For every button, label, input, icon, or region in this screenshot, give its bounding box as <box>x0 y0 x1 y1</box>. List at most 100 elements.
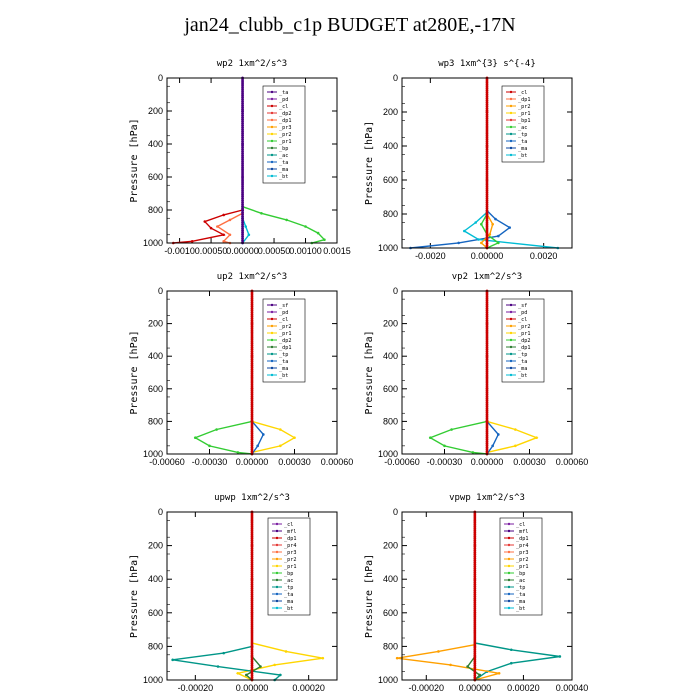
profile-marker <box>250 356 254 359</box>
legend-marker <box>270 167 274 171</box>
profile-marker <box>473 637 477 641</box>
profile-marker <box>250 338 254 342</box>
legend-label: _cl <box>516 522 525 528</box>
profile-marker <box>473 524 477 528</box>
legend-label: _pd <box>279 310 288 316</box>
y-tick-label: 800 <box>148 641 163 651</box>
profile-marker <box>473 595 477 599</box>
legend-label: _bt <box>516 606 525 612</box>
profile-marker <box>241 213 244 217</box>
profile-marker <box>485 158 489 162</box>
profile-marker <box>485 131 489 135</box>
profile-marker <box>473 532 477 536</box>
profile-marker <box>241 145 244 149</box>
profile-marker <box>241 149 244 153</box>
legend-label: _ta <box>279 160 288 166</box>
profile-marker <box>250 605 254 609</box>
profile-marker <box>485 352 489 355</box>
data-point <box>304 225 307 228</box>
profile-marker <box>250 297 254 301</box>
profile-marker <box>485 291 489 295</box>
profile-marker <box>250 434 254 438</box>
profile-marker <box>250 575 254 578</box>
data-point <box>514 428 517 431</box>
profile-marker <box>250 617 254 621</box>
profile-marker <box>485 340 489 344</box>
profile-marker <box>250 667 254 671</box>
y-axis-label: Pressure [hPa] <box>129 554 140 638</box>
profile-marker <box>241 235 244 238</box>
legend-marker <box>509 118 513 122</box>
legend-marker <box>509 359 513 363</box>
data-point <box>244 225 248 228</box>
legend-marker <box>270 111 274 115</box>
series-line-3 <box>216 212 243 244</box>
profile-marker <box>250 587 254 591</box>
legend-label: _bt <box>518 153 527 159</box>
profile-marker <box>485 309 489 312</box>
x-tick-label: 0.00040 <box>556 683 589 693</box>
profile-marker <box>485 348 489 352</box>
profile-marker <box>485 170 489 174</box>
profile-marker <box>250 293 254 297</box>
legend-label: _pr1 <box>279 139 292 145</box>
profile-marker <box>250 348 254 352</box>
profile-marker <box>250 389 254 393</box>
profile-marker <box>473 647 477 651</box>
y-tick-label: 400 <box>383 351 398 361</box>
profile-marker <box>485 133 489 137</box>
profile-marker <box>250 436 254 440</box>
profile-marker <box>485 406 489 410</box>
profile-marker <box>485 231 489 235</box>
profile-marker <box>250 340 254 344</box>
legend-label: _sf <box>518 303 527 309</box>
profile-marker <box>473 675 477 679</box>
profile-marker <box>250 569 254 572</box>
data-point <box>316 231 320 235</box>
data-point <box>222 233 225 237</box>
profile-marker <box>250 332 254 336</box>
profile-marker <box>485 109 489 113</box>
profile-marker <box>250 350 254 354</box>
data-point <box>228 218 232 222</box>
x-tick-label: -0.0020 <box>415 251 446 261</box>
profile-marker <box>250 526 254 530</box>
profile-marker <box>250 643 254 647</box>
series-line-3 <box>245 656 262 681</box>
profile-marker <box>485 178 489 182</box>
series-line-1 <box>251 420 296 454</box>
profile-marker <box>250 313 254 316</box>
profile-marker <box>250 550 254 554</box>
profile-marker <box>485 105 489 108</box>
profile-marker <box>485 311 489 314</box>
profile-marker <box>485 363 489 367</box>
profile-marker <box>473 520 477 524</box>
profile-marker <box>241 171 244 175</box>
legend-label: _pr2 <box>516 557 529 563</box>
legend-marker <box>507 592 511 596</box>
data-point <box>285 218 288 222</box>
profile-marker <box>485 80 489 84</box>
profile-marker <box>485 442 489 445</box>
data-point <box>471 451 475 454</box>
data-point <box>323 238 326 241</box>
data-point <box>171 658 174 662</box>
legend-marker <box>270 373 274 377</box>
data-point <box>450 428 453 431</box>
profile-marker <box>250 328 254 332</box>
profile-marker <box>473 522 477 526</box>
profile-marker <box>250 619 254 623</box>
profile-marker <box>485 377 489 381</box>
legend-label: _dp2 <box>518 338 531 344</box>
profile-marker <box>473 567 477 570</box>
legend-marker <box>270 125 274 129</box>
profile-marker <box>485 293 489 297</box>
profile-marker <box>485 190 489 194</box>
profile-marker <box>473 536 477 540</box>
profile-marker <box>250 385 254 389</box>
profile-marker <box>473 540 477 544</box>
data-point <box>208 444 211 448</box>
profile-marker <box>250 665 254 669</box>
profile-marker <box>485 235 489 239</box>
legend-label: _ta <box>279 90 288 96</box>
